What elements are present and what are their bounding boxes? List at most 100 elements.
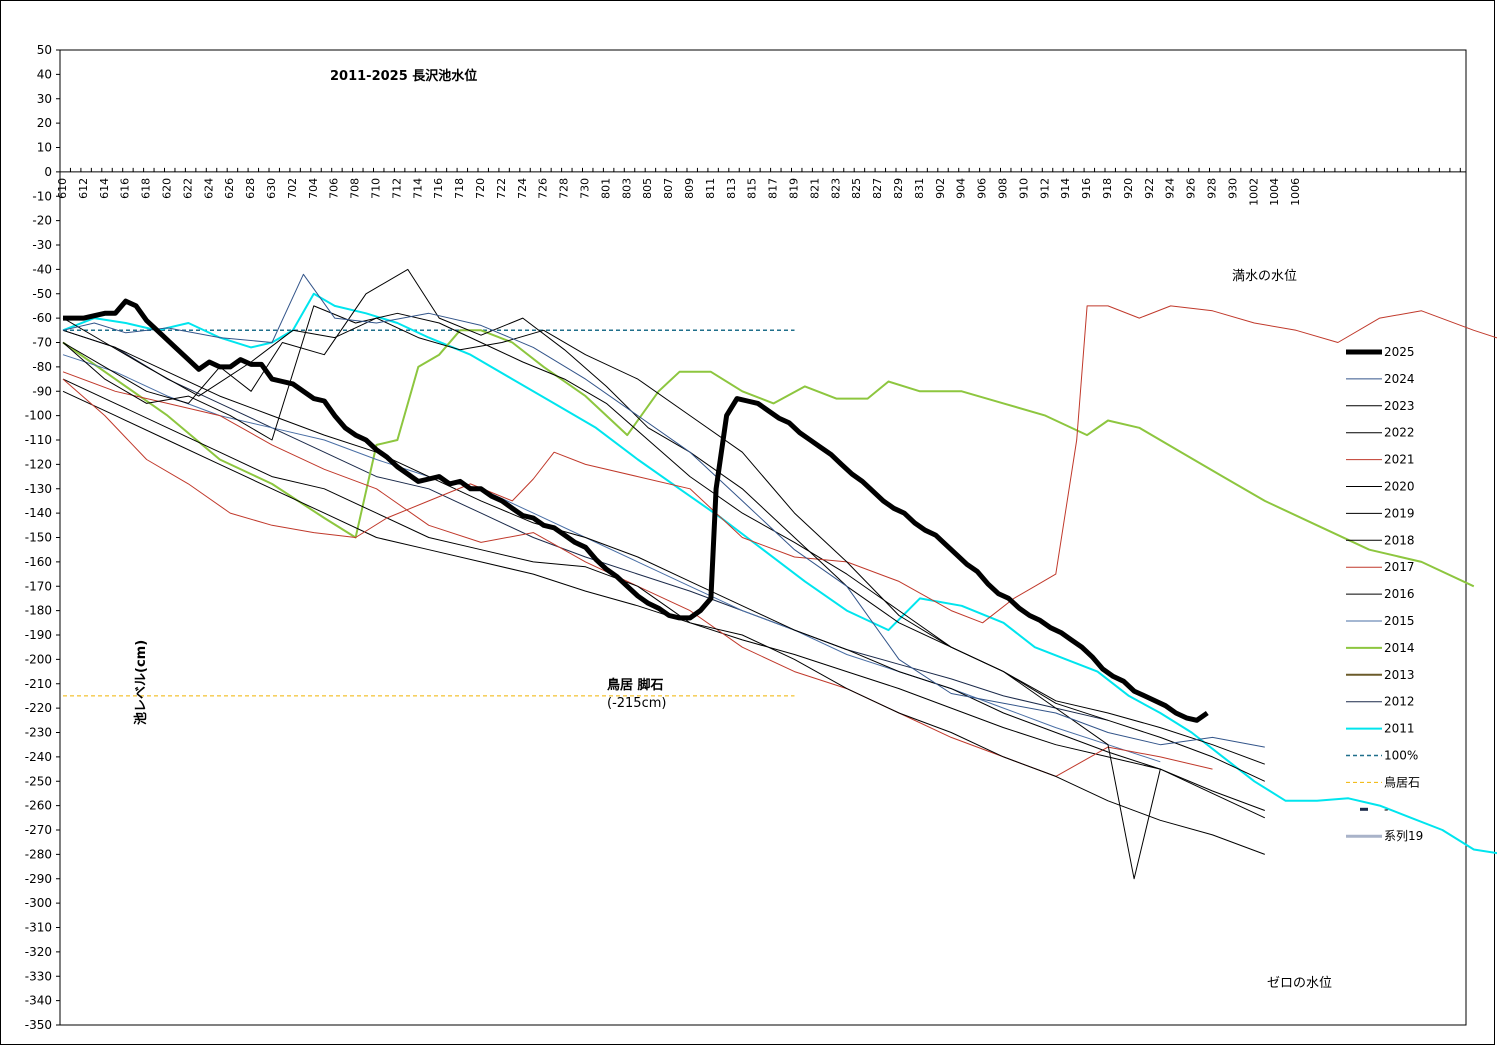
series-line-2019	[62, 378, 1265, 855]
y-tick-label: -60	[32, 311, 52, 325]
x-tick-label: 823	[829, 178, 842, 199]
x-tick-label: 926	[1185, 178, 1198, 199]
x-tick-label: 726	[537, 178, 550, 199]
x-tick-label: 906	[976, 178, 989, 199]
x-tick-label: 920	[1122, 178, 1135, 199]
zero-level-annotation: ゼロの水位	[1267, 976, 1332, 991]
y-tick-label: -80	[32, 360, 52, 374]
x-tick-label: 815	[746, 178, 759, 199]
x-tick-label: 704	[307, 178, 320, 199]
y-tick-label: -190	[25, 628, 52, 642]
y-tick-label: -100	[25, 409, 52, 423]
y-tick-label: -340	[25, 994, 52, 1008]
legend-label-2020: 2020	[1384, 480, 1415, 494]
series-line-2011	[62, 292, 1497, 855]
y-tick-label: -200	[25, 652, 52, 666]
torii-annotation: 鳥居 脚石	[607, 677, 664, 693]
y-tick-label: -50	[32, 287, 52, 301]
x-tick-label: 712	[390, 178, 403, 199]
legend-label-2025: 2025	[1384, 345, 1415, 359]
y-tick-label: 10	[37, 141, 52, 155]
x-tick-label: 825	[850, 178, 863, 199]
x-tick-label: 821	[808, 178, 821, 199]
y-tick-label: -40	[32, 262, 52, 276]
y-tick-label: -320	[25, 945, 52, 959]
x-tick-label: 616	[119, 178, 132, 199]
y-tick-label: -210	[25, 677, 52, 691]
x-tick-label: 811	[704, 178, 717, 199]
series-line-2012	[62, 329, 1109, 721]
y-tick-label: -120	[25, 457, 52, 471]
series-line-2023	[62, 268, 1266, 880]
y-axis-label: 池レベル(cm)	[133, 640, 149, 725]
y-tick-label: 20	[37, 116, 52, 130]
x-tick-label: 930	[1226, 178, 1239, 199]
x-axis: 610 612 614 616 618 620 622 624 626 628 630 702 704 7…	[56, 167, 1466, 206]
series-lines	[62, 268, 1497, 880]
y-tick-label: -240	[25, 750, 52, 764]
x-tick-label: 626	[223, 178, 236, 199]
x-tick-label: 716	[432, 178, 445, 199]
y-tick-label: -290	[25, 872, 52, 886]
legend-label-2022: 2022	[1384, 426, 1415, 440]
legend-label-2013: 2013	[1384, 668, 1415, 682]
x-tick-label: 708	[349, 178, 362, 199]
x-tick-label: 714	[411, 178, 424, 199]
legend-label-2019: 2019	[1384, 506, 1415, 520]
legend-label--: -	[1384, 802, 1388, 816]
x-tick-label: 720	[474, 178, 487, 199]
x-tick-label: 803	[620, 178, 633, 199]
series-line-2022	[62, 317, 1265, 765]
legend-label-系列19: 系列19	[1384, 829, 1423, 843]
x-tick-label: 1006	[1289, 178, 1302, 206]
x-tick-label: 908	[997, 178, 1010, 199]
y-tick-label: -140	[25, 506, 52, 520]
x-tick-label: 902	[934, 178, 947, 199]
y-tick-label: -300	[25, 896, 52, 910]
y-tick-label: -70	[32, 336, 52, 350]
y-tick-label: -250	[25, 774, 52, 788]
x-tick-label: 614	[98, 178, 111, 199]
y-axis: 50 40 30 20 10 0 -10 -20 -30 -40 -50 -60 -70 -80 -90 -1…	[25, 43, 60, 1032]
x-tick-label: 922	[1143, 178, 1156, 199]
x-tick-label: 702	[286, 178, 299, 199]
y-tick-label: -180	[25, 604, 52, 618]
x-tick-label: 918	[1101, 178, 1114, 199]
x-tick-label: 724	[516, 178, 529, 199]
series-line-2024	[62, 273, 1265, 748]
legend-label-2016: 2016	[1384, 587, 1415, 601]
y-tick-label: -260	[25, 799, 52, 813]
x-tick-label: 831	[913, 178, 926, 199]
legend: 2025 2024 2023 2022 2021 2020 2019 2018 2017 2016…	[1346, 345, 1423, 843]
x-tick-label: 827	[871, 178, 884, 199]
legend-label-2012: 2012	[1384, 695, 1415, 709]
x-tick-label: 618	[140, 178, 153, 199]
y-tick-label: 0	[44, 165, 52, 179]
full-level-annotation: 満水の水位	[1232, 269, 1297, 284]
y-tick-label: -110	[25, 433, 52, 447]
y-tick-label: -160	[25, 555, 52, 569]
x-tick-label: 829	[892, 178, 905, 199]
x-tick-label: 730	[579, 178, 592, 199]
x-tick-label: 914	[1059, 178, 1072, 199]
y-tick-label: -90	[32, 384, 52, 398]
legend-label-2014: 2014	[1384, 641, 1415, 655]
x-tick-label: 1002	[1247, 178, 1260, 206]
y-tick-label: -150	[25, 531, 52, 545]
x-tick-label: 801	[599, 178, 612, 199]
y-tick-label: -220	[25, 701, 52, 715]
y-tick-label: -270	[25, 823, 52, 837]
series-line-2025	[63, 298, 1209, 723]
x-tick-label: 620	[161, 178, 174, 199]
y-tick-label: -170	[25, 579, 52, 593]
x-tick-label: 630	[265, 178, 278, 199]
legend-label-2018: 2018	[1384, 533, 1415, 547]
x-tick-label: 924	[1164, 178, 1177, 199]
y-tick-label: -280	[25, 847, 52, 861]
x-tick-label: 710	[370, 178, 383, 199]
x-tick-label: 728	[558, 178, 571, 199]
x-tick-label: 624	[202, 178, 215, 199]
x-tick-label: 809	[683, 178, 696, 199]
series-line-2018	[62, 329, 1265, 811]
